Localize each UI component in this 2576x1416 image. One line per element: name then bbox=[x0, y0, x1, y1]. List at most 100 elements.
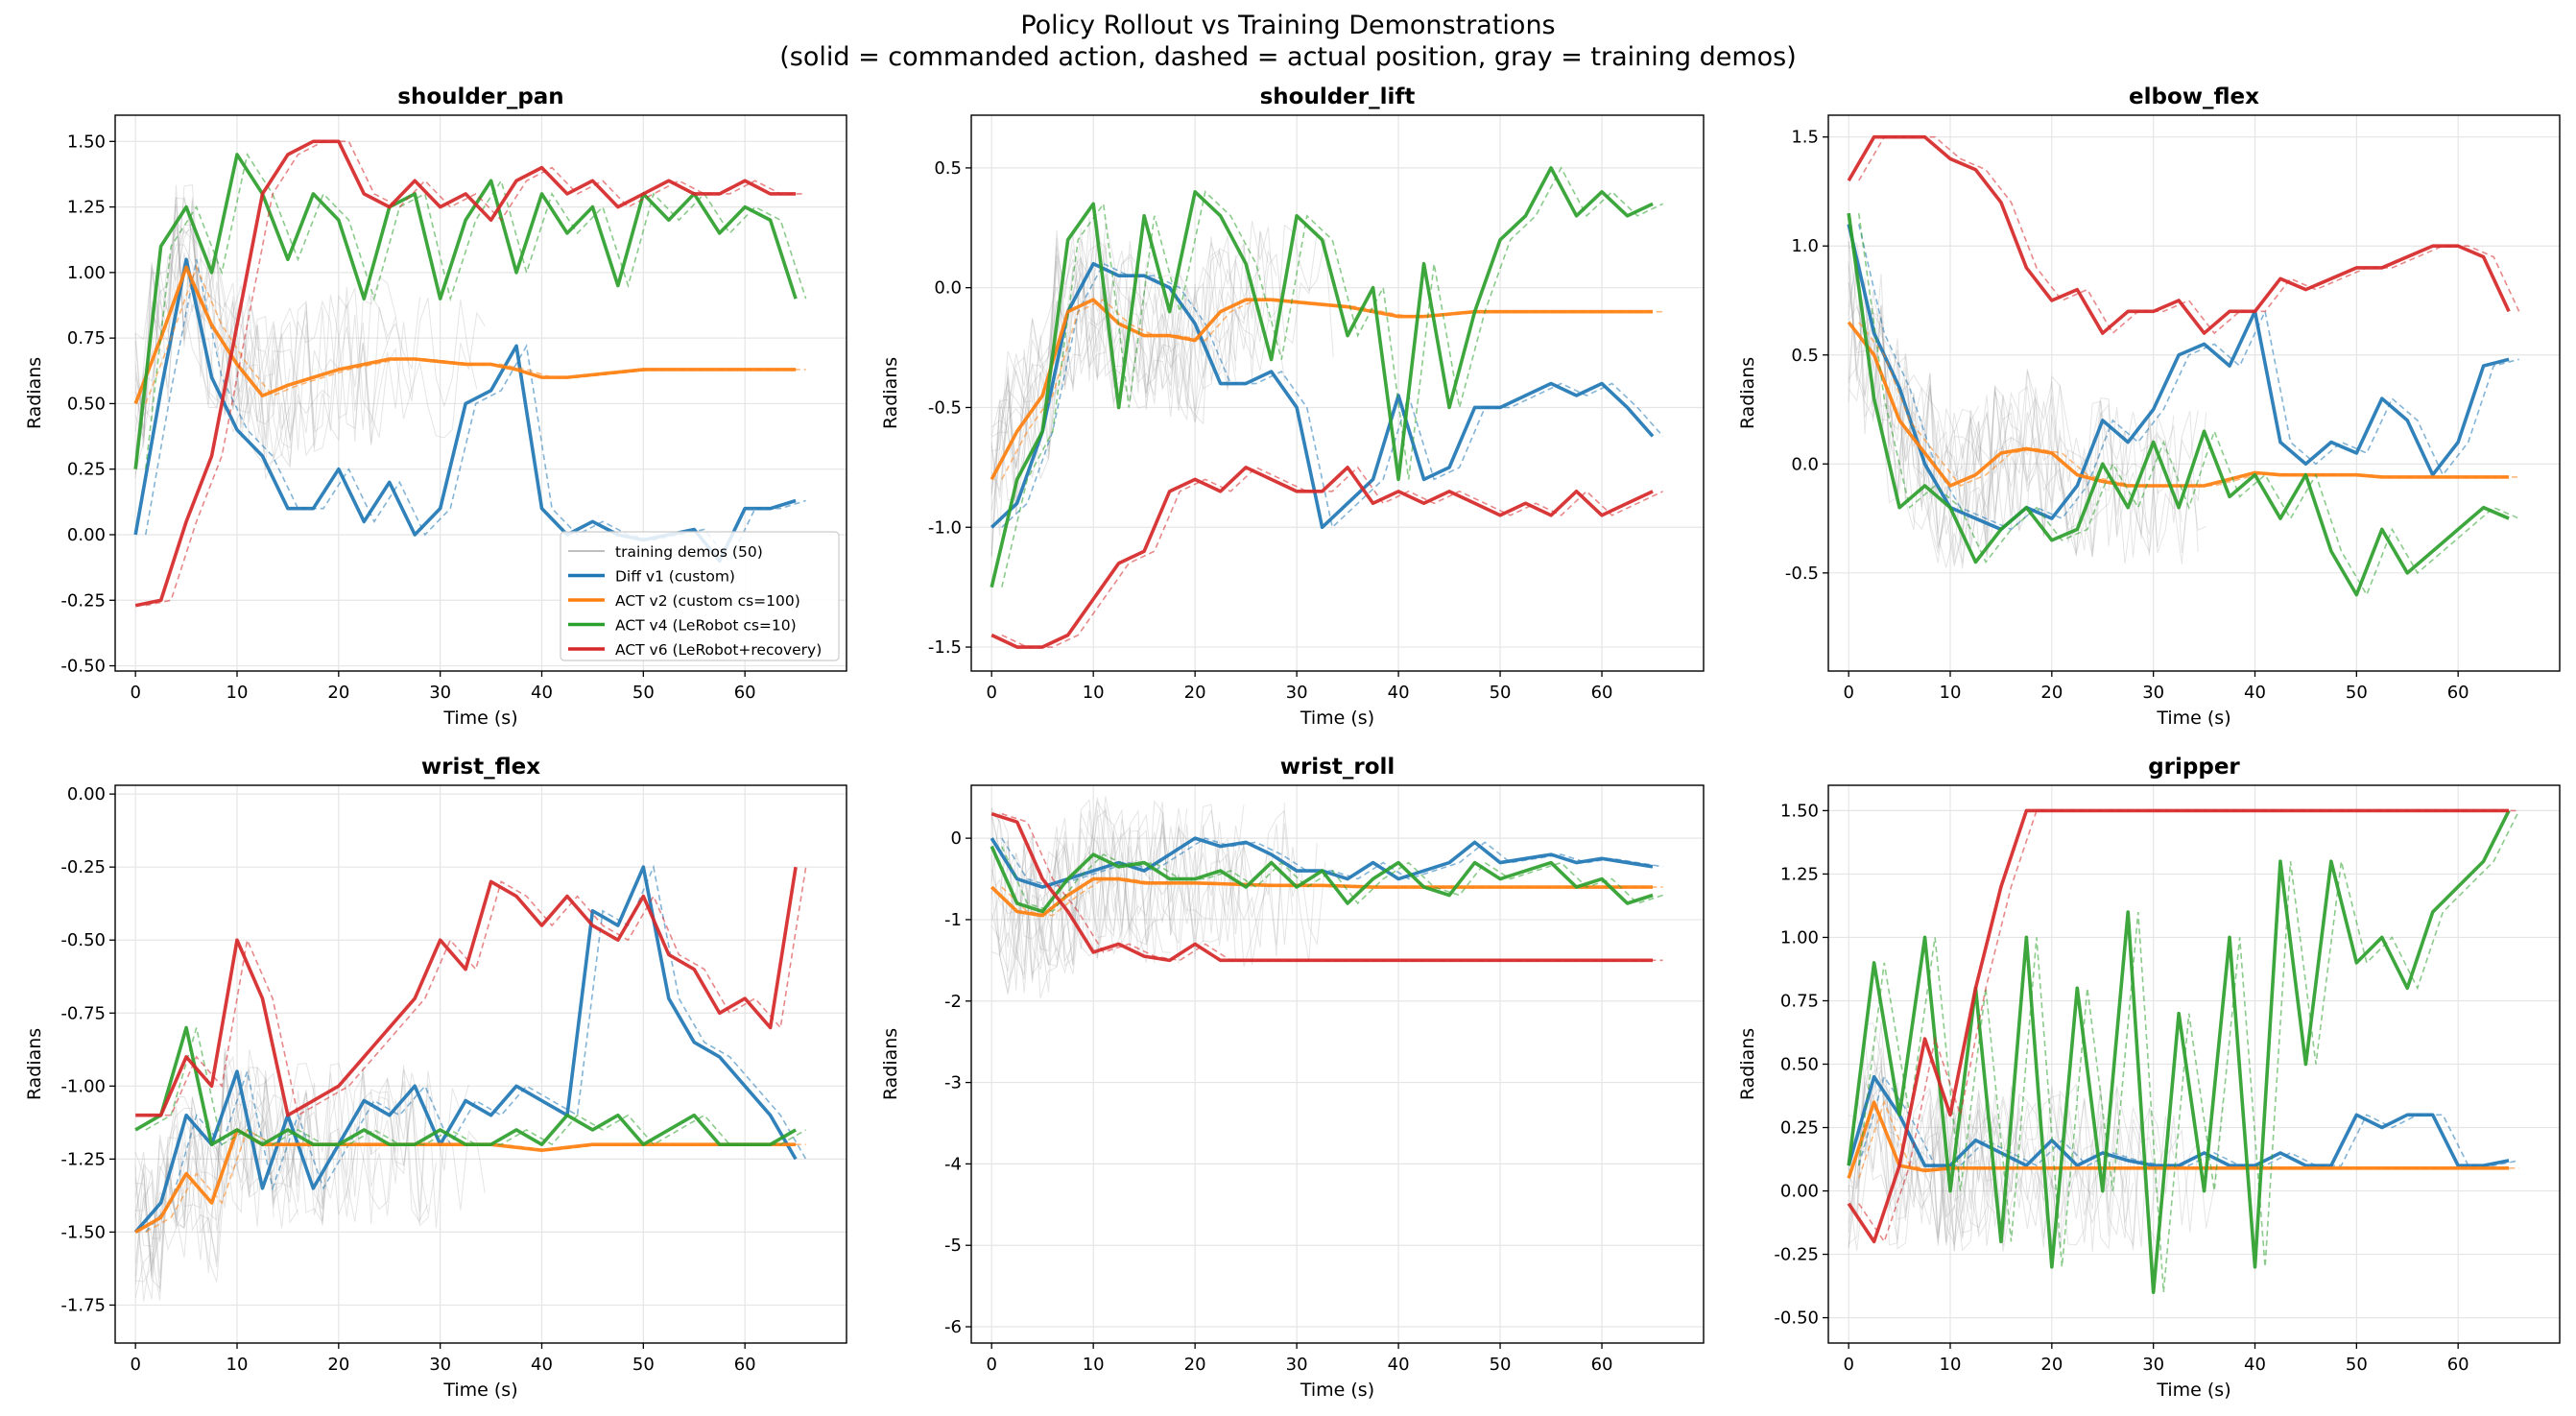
commanded-action-line-2 bbox=[990, 166, 1654, 588]
y-tick-label: -6 bbox=[944, 1317, 962, 1337]
x-tick-label: 20 bbox=[1184, 683, 1206, 703]
actual-position-line-0 bbox=[1857, 1074, 2519, 1167]
subplot-title: wrist_roll bbox=[1280, 755, 1395, 780]
training-demo-line bbox=[990, 230, 1269, 537]
legend-label: training demos (50) bbox=[615, 543, 763, 561]
training-demo-line bbox=[1848, 1089, 1996, 1240]
x-tick-label: 50 bbox=[2346, 1355, 2368, 1375]
training-demo-line bbox=[134, 224, 258, 440]
actual-position-line-1 bbox=[1858, 322, 2519, 487]
actual-position-line-2 bbox=[1001, 166, 1663, 588]
x-tick-label: 50 bbox=[1490, 1355, 1512, 1375]
training-demo-line bbox=[134, 204, 331, 442]
x-tick-label: 50 bbox=[632, 1355, 655, 1375]
plot-area bbox=[990, 166, 1664, 649]
y-tick-label: 0.50 bbox=[1780, 1055, 1819, 1075]
training-demo-line bbox=[1848, 258, 2199, 566]
actual-position-line-0 bbox=[1001, 262, 1664, 529]
commanded-action-line-3 bbox=[990, 466, 1654, 649]
x-tick-label: 0 bbox=[1843, 1355, 1853, 1375]
plot-area bbox=[133, 139, 807, 608]
training-demo-line bbox=[990, 806, 1188, 993]
plot-area bbox=[133, 864, 807, 1302]
training-demo-line bbox=[134, 197, 486, 479]
y-tick-label: -1 bbox=[944, 910, 962, 930]
training-demo-line bbox=[134, 223, 291, 440]
y-tick-label: -0.25 bbox=[60, 590, 106, 611]
actual-position-line-0 bbox=[1857, 224, 2519, 531]
y-tick-label: 0.5 bbox=[934, 158, 962, 179]
training-demo-line bbox=[1848, 1057, 1995, 1218]
y-tick-label: 1.00 bbox=[1780, 927, 1819, 948]
training-demo-line bbox=[1848, 1044, 2199, 1250]
y-tick-label: 1.50 bbox=[1780, 801, 1819, 821]
y-tick-label: 0 bbox=[951, 828, 962, 849]
commanded-action-line-1 bbox=[133, 265, 797, 405]
y-axis-label: Radians bbox=[880, 1028, 901, 1100]
training-demo-line bbox=[135, 1093, 298, 1283]
x-tick-label: 60 bbox=[1591, 1355, 1613, 1375]
x-tick-label: 40 bbox=[531, 1355, 553, 1375]
commanded-action-line-2 bbox=[134, 1025, 797, 1146]
axes-frame bbox=[1827, 114, 2561, 672]
y-tick-label: -4 bbox=[944, 1154, 962, 1174]
actual-position-line-3 bbox=[145, 867, 807, 1116]
training-demo-line bbox=[990, 804, 1245, 968]
y-tick-label: -0.75 bbox=[60, 1003, 106, 1023]
y-axis-label: Radians bbox=[1737, 1028, 1758, 1100]
y-tick-label: -2 bbox=[944, 992, 962, 1012]
training-demo-line bbox=[1848, 261, 2206, 569]
y-tick-label: 0.50 bbox=[67, 394, 106, 414]
training-demo-line bbox=[990, 803, 1285, 968]
y-tick-label: -0.50 bbox=[60, 930, 106, 950]
actual-position-line-2 bbox=[145, 1027, 807, 1146]
training-demo-line bbox=[990, 802, 1318, 975]
x-axis-label: Time (s) bbox=[2156, 1380, 2230, 1401]
axes-frame bbox=[970, 114, 1705, 672]
actual-position-line-2 bbox=[1857, 810, 2520, 1293]
training-demo-line bbox=[990, 231, 1285, 515]
subplot-title: elbow_flex bbox=[2129, 84, 2259, 109]
y-tick-label: -1.50 bbox=[60, 1222, 106, 1242]
training-demo-line bbox=[1849, 1066, 2012, 1225]
training-demo-line bbox=[990, 235, 1237, 493]
training-demo-line bbox=[1848, 282, 2004, 551]
x-tick-label: 10 bbox=[1083, 1355, 1105, 1375]
axes-frame bbox=[114, 784, 847, 1344]
training-demo-line bbox=[990, 252, 1156, 557]
training-demo-line bbox=[990, 800, 1245, 994]
training-demo-line bbox=[134, 197, 478, 471]
training-demo-line bbox=[1848, 242, 2101, 564]
training-demo-line bbox=[134, 1051, 469, 1302]
commanded-action-line-3 bbox=[135, 866, 798, 1117]
x-tick-label: 30 bbox=[2142, 683, 2164, 703]
x-tick-label: 20 bbox=[1184, 1355, 1206, 1375]
training-demo-line bbox=[134, 1063, 429, 1276]
figure-subtitle: (solid = commanded action, dashed = actu… bbox=[779, 42, 1797, 72]
actual-position-line-0 bbox=[145, 864, 807, 1233]
subplot-gripper: 0 10 20 30 40 50 60 -0.50 -0.25 0.00 0.25 0.50 0.75 1… bbox=[1737, 755, 2561, 1401]
subplot-wrist_roll: 0 10 20 30 40 50 60 -6 -5 -4 -3 -2 -1 0 wrist_roll Time… bbox=[880, 755, 1705, 1401]
commanded-action-line-2 bbox=[1847, 212, 2510, 597]
axes-frame bbox=[114, 114, 847, 672]
y-axis-label: Radians bbox=[24, 357, 45, 429]
subplot-shoulder_lift: 0 10 20 30 40 50 60 -1.5 -1.0 -0.5 0.0 0.5 shoulder_… bbox=[880, 84, 1705, 729]
training-demo-line bbox=[134, 1092, 274, 1300]
y-tick-label: 1.00 bbox=[67, 263, 106, 283]
plot-area bbox=[1847, 808, 2520, 1294]
y-tick-label: 0.75 bbox=[67, 328, 106, 348]
training-demo-line bbox=[990, 809, 1294, 983]
training-demo-line bbox=[990, 797, 1237, 980]
x-tick-label: 30 bbox=[1286, 1355, 1308, 1375]
x-tick-label: 0 bbox=[130, 683, 140, 703]
commanded-action-line-3 bbox=[1847, 808, 2510, 1244]
y-tick-label: -0.50 bbox=[1774, 1308, 1819, 1329]
y-tick-label: -0.25 bbox=[1774, 1245, 1819, 1265]
x-tick-label: 0 bbox=[986, 683, 996, 703]
y-tick-label: 1.25 bbox=[1780, 864, 1819, 884]
actual-position-line-2 bbox=[1857, 213, 2519, 597]
x-tick-label: 30 bbox=[2142, 1355, 2164, 1375]
commanded-action-line-0 bbox=[133, 865, 798, 1234]
y-tick-label: -1.5 bbox=[928, 637, 962, 658]
